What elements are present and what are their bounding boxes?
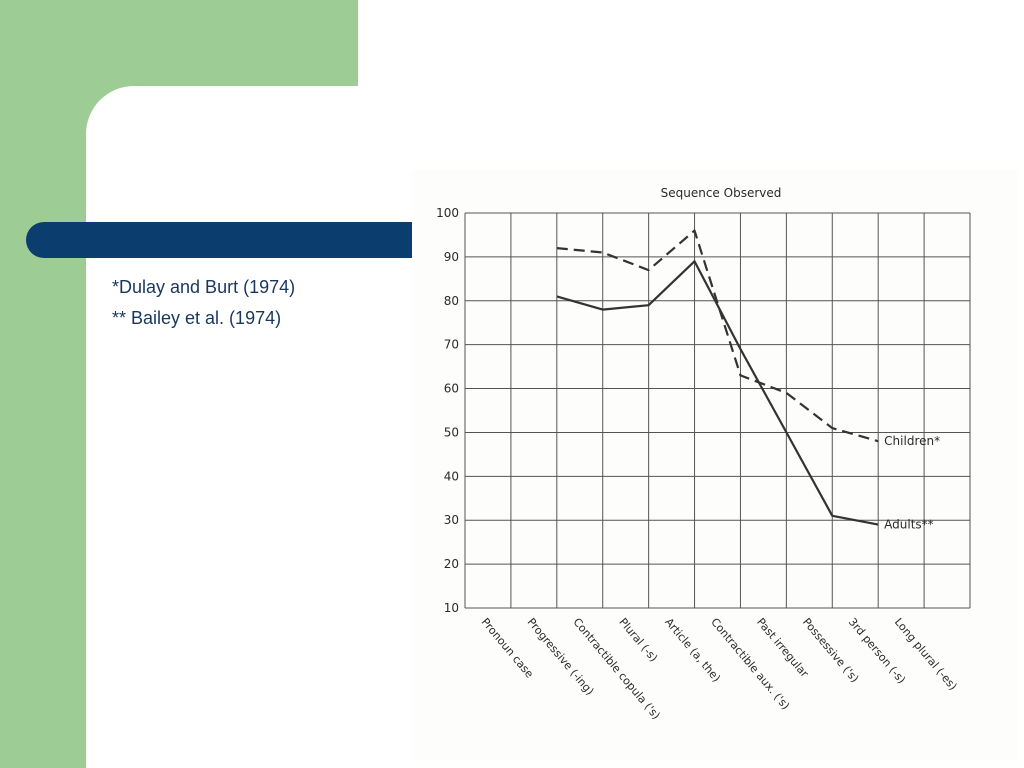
series-label: Children* — [884, 434, 940, 448]
y-tick-label: 40 — [444, 469, 459, 483]
sequence-chart: Sequence Observed 102030405060708090100 … — [436, 186, 971, 722]
scanned-figure: Sequence Observed 10 20 30 40 50 60 70 80 90 100 … — [412, 170, 1017, 760]
series-label: Adults** — [884, 518, 934, 532]
y-tick-label: 60 — [444, 382, 459, 396]
y-tick-label: 80 — [444, 294, 459, 308]
y-tick-label: 10 — [444, 601, 459, 615]
footnote-adults-source: ** Bailey et al. (1974) — [112, 308, 282, 328]
y-tick-label: 70 — [444, 338, 459, 352]
y-tick-label: 90 — [444, 250, 459, 264]
chart-series: Children* Adults** — [556, 229, 940, 532]
x-tick-label: Contractible aux. ('s) — [708, 616, 792, 713]
chart-grid — [464, 212, 971, 609]
y-axis-ticks: 10 20 30 40 50 60 70 80 90 100 — [436, 206, 459, 615]
y-tick-label: 30 — [444, 513, 459, 527]
chart-title: Sequence Observed — [661, 186, 782, 200]
footnotes: *Dulay and Burt (1974) ** Bailey et al. … — [112, 272, 295, 334]
series-line-adults — [556, 260, 879, 526]
y-tick-label: 100 — [436, 206, 459, 220]
y-tick-label: 20 — [444, 557, 459, 571]
title-bar — [26, 222, 412, 258]
x-tick-label: Plural (-s) — [616, 616, 660, 665]
y-tick-label: 50 — [444, 425, 459, 439]
x-tick-label: Contractible copula ('s) — [570, 616, 662, 722]
footnote-children-source: *Dulay and Burt (1974) — [112, 277, 296, 297]
series-line-children — [556, 229, 879, 443]
